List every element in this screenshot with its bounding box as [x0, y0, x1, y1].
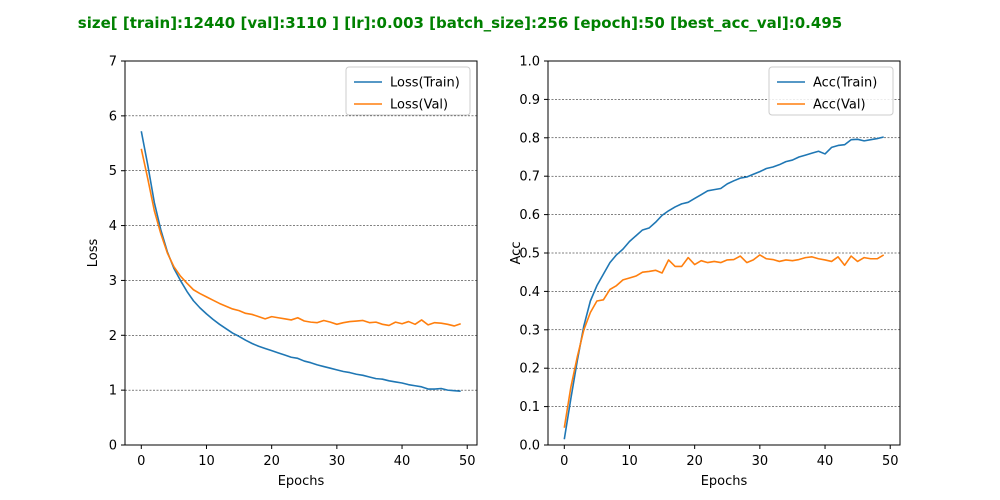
y-tick-label: 0.3 [519, 323, 540, 338]
y-tick-label: 1.0 [519, 55, 540, 70]
series-line-loss-train [140, 131, 461, 393]
y-tick-label: 0.0 [519, 439, 540, 454]
y-tick-label: 7 [109, 55, 117, 70]
x-tick-label: 30 [329, 454, 346, 469]
series-line-acc-val [563, 254, 885, 428]
y-tick-label: 4 [109, 219, 117, 234]
legend-box [768, 66, 894, 116]
legend-label: Acc(Train) [813, 76, 877, 91]
plot-frame [124, 60, 478, 446]
y-tick-label: 0.4 [519, 285, 540, 300]
x-axis-label: Epochs [278, 474, 325, 489]
y-axis-label: Loss [86, 239, 101, 268]
y-tick-label: 0.5 [519, 247, 540, 262]
y-tick-label: 3 [109, 274, 117, 289]
figure-title: size[ [train]:12440 [val]:3110 ] [lr]:0.… [77, 14, 843, 32]
x-tick-label: 30 [752, 454, 769, 469]
x-tick-label: 20 [686, 454, 703, 469]
y-tick-label: 0.7 [519, 170, 540, 185]
x-tick-label: 0 [560, 454, 568, 469]
loss-chart: 0 10 20 30 40 50 0 1 2 3 4 5 6 7 Epochs Loss Loss(Train)… [86, 55, 478, 489]
series-line-loss-val [140, 148, 461, 327]
y-tick-label: 2 [109, 329, 117, 344]
x-tick-label: 40 [394, 454, 411, 469]
x-tick-label: 20 [263, 454, 280, 469]
x-tick-label: 40 [817, 454, 834, 469]
y-tick-label: 0.1 [519, 400, 540, 415]
series-line-acc-train [563, 136, 884, 440]
legend-label: Acc(Val) [813, 98, 866, 113]
y-tick-label: 0.8 [519, 131, 540, 146]
x-tick-label: 10 [621, 454, 638, 469]
x-axis-label: Epochs [701, 474, 748, 489]
accuracy-chart: 0 10 20 30 40 50 0.0 0.1 0.2 0.3 0.4 0.5 0.6 0.7 0.8 0.… [509, 55, 901, 489]
y-tick-label: 0.6 [519, 208, 540, 223]
y-tick-label: 5 [109, 164, 117, 179]
x-tick-label: 0 [137, 454, 145, 469]
x-tick-label: 10 [198, 454, 215, 469]
x-tick-label: 50 [459, 454, 476, 469]
legend-box [345, 66, 471, 116]
y-tick-label: 0.9 [519, 93, 540, 108]
y-tick-label: 0 [109, 439, 117, 454]
y-tick-label: 6 [109, 109, 117, 124]
x-tick-label: 50 [882, 454, 899, 469]
y-axis-label: Acc [509, 242, 524, 265]
y-tick-label: 1 [109, 384, 117, 399]
legend-label: Loss(Train) [390, 76, 460, 91]
legend-label: Loss(Val) [390, 98, 448, 113]
y-tick-label: 0.2 [519, 362, 540, 377]
